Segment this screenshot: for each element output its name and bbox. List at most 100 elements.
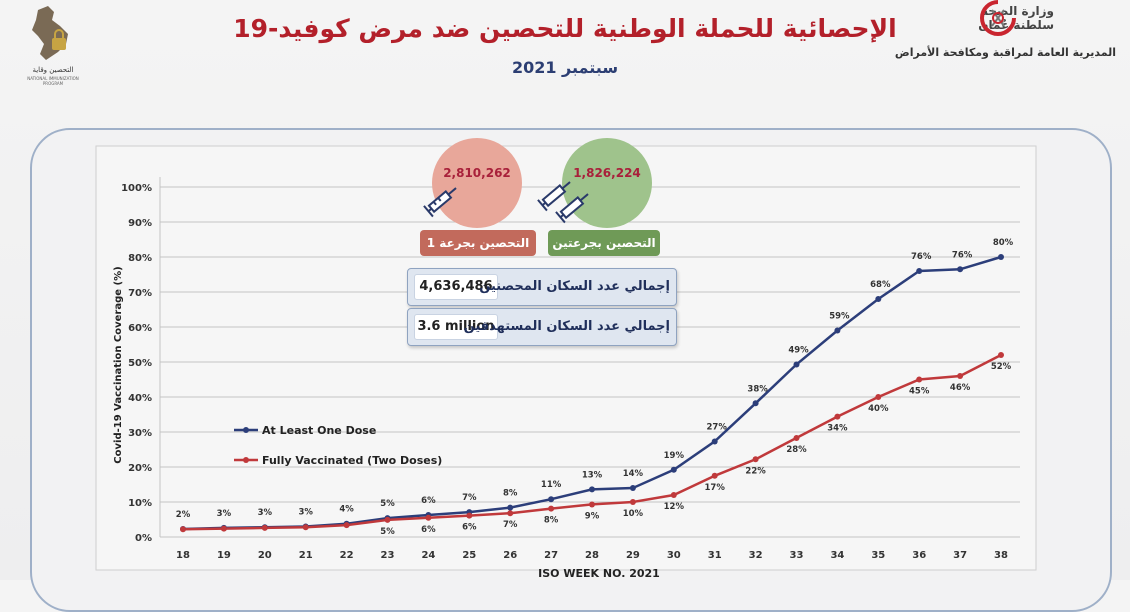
dose2-circle: 1,826,224	[562, 138, 652, 228]
y-tick-label: 20%	[128, 463, 152, 474]
data-label: 34%	[827, 424, 848, 434]
campaign-logo-caption: التحصين وقاية	[32, 66, 74, 74]
x-tick-label: 22	[340, 550, 354, 561]
y-axis-label: Covid-19 Vaccination Coverage (%)	[113, 266, 124, 463]
target-population-value: 3.6 million	[414, 314, 498, 340]
x-tick-label: 19	[217, 550, 231, 561]
data-label: 8%	[544, 516, 559, 526]
y-tick-label: 90%	[128, 218, 152, 229]
y-tick-label: 80%	[128, 253, 152, 264]
data-labels: 2% 3% 3% 3% 4% 5% 6% 7% 8% 11% 13% 14% 19% 27% 38% 49% 5…	[176, 238, 1014, 537]
x-tick-label: 26	[503, 550, 517, 561]
data-point	[425, 514, 432, 521]
data-label: 2%	[176, 510, 191, 520]
data-point	[875, 394, 882, 400]
x-tick-label: 25	[462, 550, 476, 561]
data-point	[957, 266, 964, 273]
legend-marker-two	[243, 457, 249, 463]
x-tick-label: 37	[953, 550, 967, 561]
data-label: 76%	[952, 250, 973, 260]
y-tick-label: 0%	[135, 533, 152, 544]
x-tick-label: 20	[258, 550, 272, 561]
data-label: 9%	[585, 511, 600, 521]
ministry-country: سلطنة عُمان	[978, 18, 1054, 32]
data-point	[220, 525, 227, 532]
dose2-label: التحصين بجرعتين	[548, 230, 660, 256]
data-label: 3%	[217, 509, 232, 519]
data-label: 46%	[950, 383, 971, 393]
x-tick-label: 28	[585, 550, 599, 561]
data-point	[180, 526, 186, 533]
syringe-icon	[555, 193, 589, 224]
data-point	[752, 400, 759, 407]
x-tick-label: 29	[626, 550, 640, 561]
data-point	[507, 510, 514, 517]
data-label: 3%	[298, 508, 313, 518]
campaign-logo: التحصين وقاية NATIONAL IMMUNIZATION PROG…	[18, 4, 88, 88]
total-vaccinated-box: 4,636,486 إجمالي عدد السكان المحصنين	[407, 268, 677, 306]
x-tick-label: 38	[994, 550, 1008, 561]
legend-marker-one	[243, 427, 249, 433]
data-label: 27%	[707, 422, 728, 432]
x-tick-label: 18	[176, 550, 190, 561]
data-label: 45%	[909, 387, 930, 397]
total-vaccinated-label: إجمالي عدد السكان المحصنين	[479, 279, 670, 294]
data-label: 14%	[623, 469, 644, 479]
data-point	[670, 466, 677, 473]
data-label: 17%	[705, 483, 726, 493]
dose2-value: 1,826,224	[573, 166, 641, 180]
data-point	[834, 327, 841, 334]
data-point	[711, 472, 718, 479]
data-label: 68%	[870, 280, 891, 290]
data-point	[261, 524, 268, 531]
ministry-department: المديرية العامة لمراقبة ومكافحة الأمراض	[894, 46, 1116, 59]
data-label: 3%	[258, 508, 273, 518]
data-label: 4%	[339, 505, 354, 515]
y-tick-label: 30%	[128, 428, 152, 439]
x-tick-label: 36	[912, 550, 926, 561]
dose1-value: 2,810,262	[443, 166, 511, 180]
data-point	[957, 373, 964, 379]
page-subtitle: سبتمبر 2021	[511, 58, 619, 77]
data-point	[507, 504, 514, 511]
data-point	[343, 522, 350, 529]
data-label: 8%	[503, 489, 518, 499]
x-tick-label: 21	[299, 550, 313, 561]
campaign-logo-subcaption: NATIONAL IMMUNIZATION PROGRAM	[27, 76, 79, 86]
data-label: 49%	[788, 345, 809, 355]
x-axis-label: ISO WEEK NO. 2021	[538, 567, 660, 580]
oman-map-icon	[32, 6, 68, 60]
data-label: 5%	[380, 499, 395, 509]
data-label: 7%	[462, 493, 477, 503]
legend: At Least One Dose Fully Vaccinated (Two …	[234, 424, 442, 467]
legend-label-two: Fully Vaccinated (Two Doses)	[262, 454, 442, 467]
y-tick-label: 10%	[128, 498, 152, 509]
data-point	[752, 456, 759, 463]
x-tick-label: 27	[544, 550, 558, 561]
x-tick-label: 31	[708, 550, 722, 561]
y-tick-label: 100%	[121, 183, 152, 194]
data-point	[998, 352, 1004, 358]
data-label: 76%	[911, 252, 932, 262]
data-label: 59%	[829, 312, 850, 322]
data-point	[384, 516, 391, 523]
data-label: 6%	[462, 523, 477, 533]
data-point	[793, 361, 800, 368]
data-point	[302, 524, 309, 531]
data-point	[834, 413, 841, 420]
data-point	[466, 512, 473, 519]
data-label: 80%	[993, 238, 1014, 248]
data-label: 13%	[582, 470, 603, 480]
syringe-icon	[537, 181, 571, 212]
data-label: 40%	[868, 404, 889, 414]
data-label: 5%	[380, 527, 395, 537]
y-tick-label: 50%	[128, 358, 152, 369]
data-label: 6%	[421, 525, 436, 535]
series-points	[180, 254, 1004, 533]
data-point	[670, 492, 677, 498]
data-point	[629, 499, 636, 505]
data-label: 6%	[421, 496, 436, 506]
data-point	[548, 496, 555, 503]
data-label: 22%	[745, 466, 766, 476]
ministry-logo-icon	[980, 0, 1016, 36]
